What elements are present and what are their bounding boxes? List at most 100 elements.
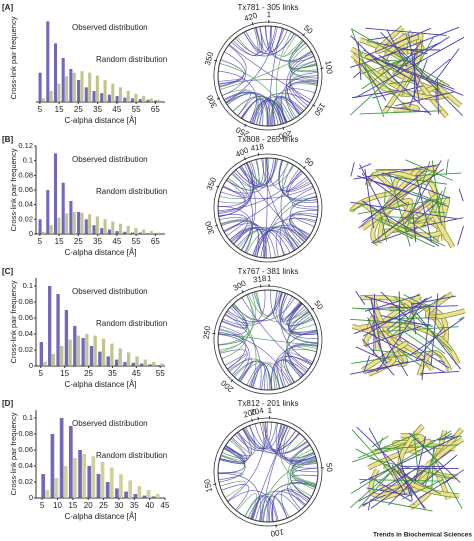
- bar: [115, 96, 119, 102]
- chord: [260, 425, 288, 522]
- crosslink: [397, 449, 411, 496]
- chord: [265, 422, 315, 459]
- bar: [57, 217, 61, 234]
- ribbon: [379, 430, 447, 490]
- bar: [137, 486, 142, 498]
- crosslink: [352, 443, 407, 463]
- circos-tick-label: 350: [203, 51, 216, 67]
- chord: [259, 26, 313, 61]
- circos-ring: [217, 157, 319, 259]
- x-tick-label: 45: [161, 501, 170, 510]
- crosslink: [369, 457, 453, 479]
- chord: [230, 227, 265, 258]
- bar: [46, 190, 50, 234]
- chords: [218, 290, 318, 390]
- chord: [285, 170, 309, 192]
- bar: [118, 348, 122, 366]
- chord: [232, 172, 253, 251]
- bar: [65, 76, 69, 102]
- bar: [93, 335, 97, 366]
- crosslink: [402, 478, 444, 500]
- bar: [124, 491, 128, 498]
- crosslink: [436, 79, 440, 115]
- crosslink: [397, 349, 423, 367]
- bar: [119, 474, 123, 498]
- crosslink: [443, 469, 465, 484]
- chord: [271, 493, 300, 522]
- chord: [231, 26, 276, 57]
- chord: [265, 26, 285, 52]
- chord: [271, 96, 305, 126]
- crosslink: [371, 435, 389, 448]
- chord: [218, 165, 251, 217]
- chord: [227, 422, 267, 502]
- circos-tick-label: 250: [202, 325, 213, 340]
- chord: [278, 159, 318, 202]
- circos-tick-label: 100: [269, 527, 284, 538]
- chord: [234, 360, 268, 390]
- y-tick-label: 0.02: [18, 477, 33, 486]
- chord: [281, 228, 299, 251]
- chord: [275, 227, 306, 257]
- chord: [218, 448, 245, 475]
- bar: [60, 346, 64, 366]
- circos-title: Tx767 - 381 links: [238, 267, 299, 276]
- crosslink: [363, 49, 416, 83]
- x-tick-label: 45: [112, 237, 121, 246]
- y-tick-label: 0: [29, 493, 33, 502]
- chord: [219, 328, 244, 351]
- chord: [292, 344, 318, 352]
- crosslink: [350, 48, 422, 116]
- crosslink: [379, 210, 388, 242]
- crosslink: [349, 473, 390, 509]
- y-axis-label: Cross-link pair frequency: [9, 148, 18, 231]
- circos-tick: [216, 185, 220, 188]
- crosslink: [405, 159, 453, 181]
- crosslink: [414, 436, 427, 485]
- bar: [126, 225, 130, 234]
- bar: [123, 97, 127, 102]
- ribbon: [367, 355, 396, 376]
- crosslink: [349, 203, 368, 212]
- crosslink: [411, 191, 446, 205]
- x-tick-label: 45: [132, 369, 141, 378]
- bar: [39, 342, 43, 366]
- ribbon: [382, 34, 422, 89]
- crosslink: [412, 208, 417, 243]
- crosslink: [404, 161, 431, 233]
- x-tick-label: 40: [145, 501, 154, 510]
- chord: [256, 225, 311, 257]
- circos-tick-label: 200: [277, 129, 293, 142]
- bar: [146, 233, 150, 234]
- chord: [220, 185, 314, 200]
- series-label: Random distribution: [96, 319, 167, 328]
- bar: [38, 72, 42, 102]
- chord: [218, 179, 246, 214]
- bar: [101, 338, 106, 366]
- crosslink: [357, 196, 451, 215]
- bar: [149, 231, 153, 234]
- y-axis-label: Cross-link pair frequency: [9, 412, 18, 495]
- crosslink: [395, 91, 455, 107]
- x-tick-label: 55: [132, 105, 141, 114]
- chord: [262, 483, 316, 522]
- bar: [41, 474, 46, 498]
- chord: [220, 219, 253, 253]
- chord: [275, 424, 286, 449]
- x-tick-label: 15: [55, 105, 64, 114]
- crosslink: [402, 216, 440, 243]
- bar: [57, 83, 61, 102]
- chord: [218, 331, 292, 385]
- crosslink: [350, 162, 355, 177]
- crosslink: [421, 454, 458, 486]
- circos-tick-label: 200: [242, 407, 258, 420]
- chord: [286, 315, 312, 379]
- crosslink: [424, 446, 436, 487]
- chord: [228, 44, 312, 101]
- crosslink: [386, 29, 408, 68]
- crosslink: [398, 291, 401, 341]
- chord: [218, 473, 262, 522]
- crosslink: [363, 355, 371, 373]
- crosslink: [361, 63, 387, 101]
